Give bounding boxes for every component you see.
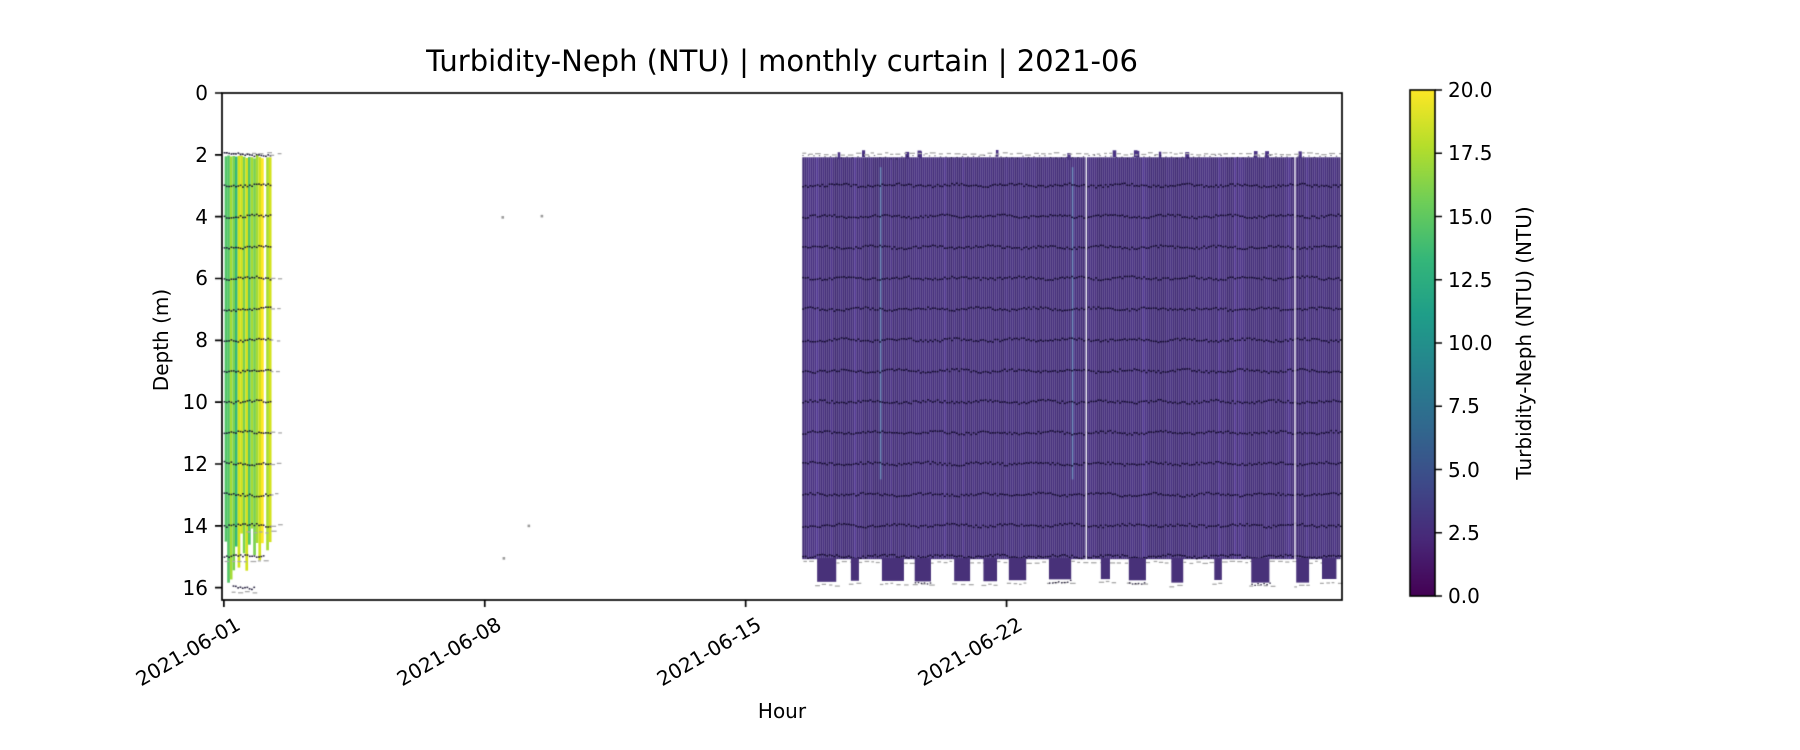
colorbar-tick-label: 7.5 [1448, 394, 1480, 419]
colorbar-tick-label: 10.0 [1448, 331, 1493, 355]
y-tick-label: 10 [182, 390, 208, 415]
colorbar-tick-label: 17.5 [1448, 141, 1493, 166]
colorbar-tick-label: 2.5 [1448, 520, 1480, 545]
y-tick-label: 16 [182, 575, 208, 600]
y-tick-label: 4 [195, 204, 208, 229]
y-tick-label: 2 [195, 142, 208, 167]
colorbar-tick-label: 0.0 [1448, 584, 1480, 608]
colorbar-tick-label: 12.5 [1448, 267, 1493, 292]
colorbar-tick-label: 20.0 [1448, 78, 1493, 102]
y-tick-label: 0 [195, 81, 208, 105]
y-tick-label: 6 [195, 266, 208, 291]
y-tick-label: 12 [182, 451, 208, 476]
x-axis-label: Hour [757, 699, 807, 723]
colorbar-tick-label: 5.0 [1448, 457, 1480, 482]
chart-title: Turbidity-Neph (NTU) | monthly curtain |… [426, 44, 1138, 78]
y-tick-label: 14 [182, 513, 208, 538]
colorbar-tick-label: 15.0 [1448, 204, 1493, 229]
y-tick-label: 8 [195, 328, 208, 353]
